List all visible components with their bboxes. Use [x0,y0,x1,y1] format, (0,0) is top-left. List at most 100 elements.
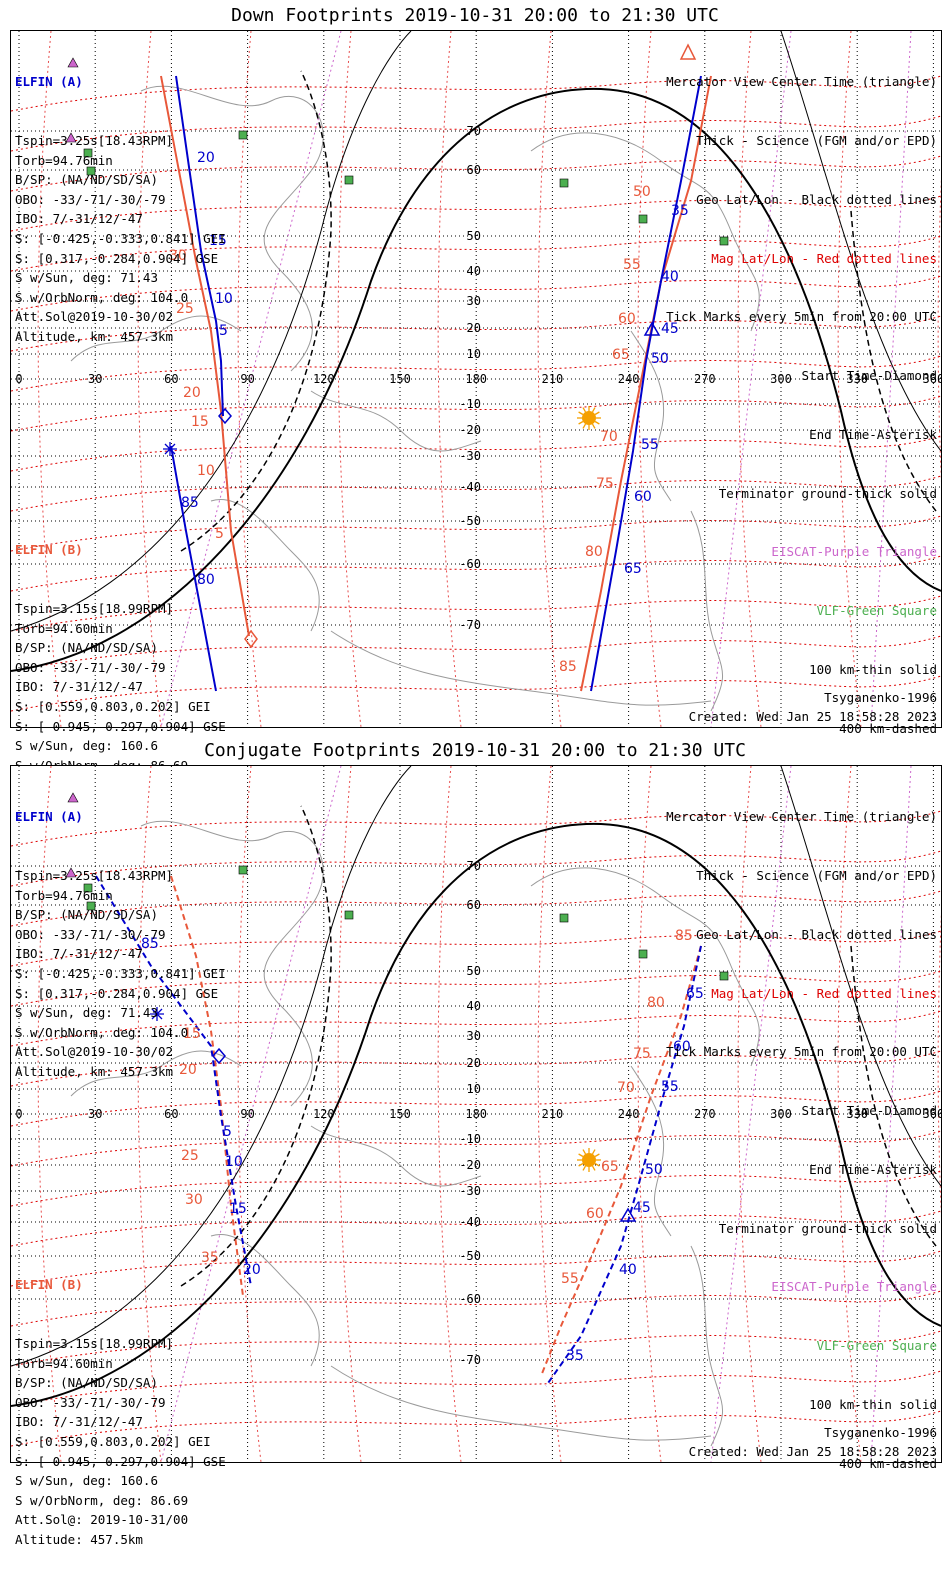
coastline [210,1233,320,1367]
terminator-400km [850,945,937,1247]
legend-400km: 400 km-dashed [839,1455,937,1471]
mag-lat-line [11,1210,941,1247]
elfin-a-lines: Tspin=3.25s[18.43RPM] Torb=94.76min B/SP: … [15,866,226,1082]
mag-lat-line [11,810,941,847]
elfin-a-track [95,875,252,1287]
coastline [630,1065,672,1237]
elfin-b-tick-label: 5 [215,526,224,542]
lon-label: 0 [15,1107,22,1121]
elfin-b-track [160,75,250,637]
lat-label: 50 [467,964,481,978]
elfin-b-tick-label: 75 [596,476,614,492]
elfin-a-start-diamond [212,1047,226,1065]
mag-lon-line [337,31,362,727]
mag-lat-line [11,1330,941,1367]
lat-label: -10 [459,397,481,411]
lat-label: 20 [467,321,481,335]
mag-lat-line [11,1370,941,1407]
lat-label: -20 [459,1158,481,1172]
elfin-a-tick-label: 65 [686,986,704,1002]
lat-label: 30 [467,294,481,308]
elfin-b-tick-label: 70 [617,1080,635,1096]
elfin-a-lines: Tspin=3.25s[18.43RPM] Torb=94.76min B/SP: … [15,131,226,347]
coastline [330,1365,712,1441]
lon-label: 30 [88,372,102,386]
mag-lat-line [11,930,941,967]
sun-icon [582,411,596,425]
mag-lat-line [11,1130,941,1167]
legend-100km: 100 km-thin solid [809,662,937,677]
elfin-b-tick-label: 60 [618,311,636,327]
sun-ray [582,1149,587,1155]
mag-lat-line [11,315,941,352]
lon-label: 180 [465,1107,487,1121]
lon-label: 30 [88,1107,102,1121]
lat-label: 20 [467,1056,481,1070]
sun-ray [594,420,600,425]
elfin-a-tick-label: 35 [566,1348,584,1364]
terminator-100km [780,31,941,452]
legend-ticks: Tick Marks every 5min from 20:00 UTC [666,309,937,325]
elfin-a-tick-label: 45 [661,321,679,337]
vlf-square [559,178,569,188]
elfin-a-info: ELFIN (A) Tspin=3.25s[18.43RPM] Torb=94.7… [15,768,226,1121]
lon-label: 150 [389,1107,411,1121]
sun-ray [591,407,596,413]
sun-ray [578,1153,584,1158]
elfin-a-center-triangle [643,321,661,336]
mag-lat-line [11,75,941,112]
elfin-b-tick-label: 30 [169,248,187,264]
elfin-b-tick-label: 80 [647,995,665,1011]
vlf-square [86,166,96,176]
sun-ray [582,423,587,429]
mag-lat-line [11,890,941,927]
coastline [140,85,324,372]
lat-label: -10 [459,1132,481,1146]
info-line: Torb=94.60min [15,620,113,636]
legend-vlf: VLF-Green Square [816,603,937,619]
elfin-a-tick-label: 15 [229,1201,247,1217]
info-line: Altitude, km: 457.3km [15,1063,174,1079]
elfin-b-tick-label: 15 [191,414,209,430]
elfin-a-info: ELFIN (A) Tspin=3.25s[18.43RPM] Torb=94.7… [15,33,226,386]
elfin-b-track [540,945,702,1377]
elfin-a-track [545,945,702,1387]
coastline [310,1125,482,1187]
mag-lat-line [11,635,941,672]
info-line: S w/Sun, deg: 71.43 [15,270,158,286]
legend-start: Start Time-Diamond [801,1103,937,1119]
mag-lat-line [11,1410,941,1447]
mag-lat-line [11,675,941,712]
lon-label: 210 [542,372,564,386]
info-line: Torb=94.76min [15,152,113,168]
mag-pole-line [870,31,912,727]
elfin-b-start-diamond [244,629,258,649]
created-label: Created: Wed Jan 25 18:58:28 2023 [688,709,937,724]
mag-lat-line [11,355,941,392]
legend-end: End Time-Asterisk [809,426,937,442]
eiscat-triangle [65,132,77,143]
map-panel-down: 0 30 60 90 120 150 180 210 240 270 300 330 360 70 60 50… [10,30,942,812]
coastline [210,498,320,632]
mag-lat-line [11,275,941,312]
elfin-a-end-asterisk [150,1007,164,1021]
lat-label: 40 [467,999,481,1013]
mag-lat-line [11,1090,941,1127]
lat-label: -50 [459,1249,481,1263]
sun-ray [591,1165,596,1171]
coastline [310,390,482,452]
info-line: S w/Sun, deg: 160.6 [15,1473,158,1489]
lat-label: -40 [459,480,481,494]
elfin-b-tick-label: 50 [633,184,651,200]
vlf-square [83,148,93,158]
terminator-line [11,822,941,1407]
coastline [690,510,724,712]
mag-lat-line [11,515,941,552]
legend-ticks: Tick Marks every 5min from 20:00 UTC [666,1044,937,1060]
info-line: S: [-0.945,-0.297,0.904] GSE [15,718,226,734]
mag-lon-line [437,31,462,727]
mag-lat-line [11,1250,941,1287]
elfin-a-name: ELFIN (A) [15,74,83,90]
info-line: S: [0.317,-0.284,0.904] GSE [15,985,219,1001]
elfin-a-tick-label: 35 [671,203,689,219]
